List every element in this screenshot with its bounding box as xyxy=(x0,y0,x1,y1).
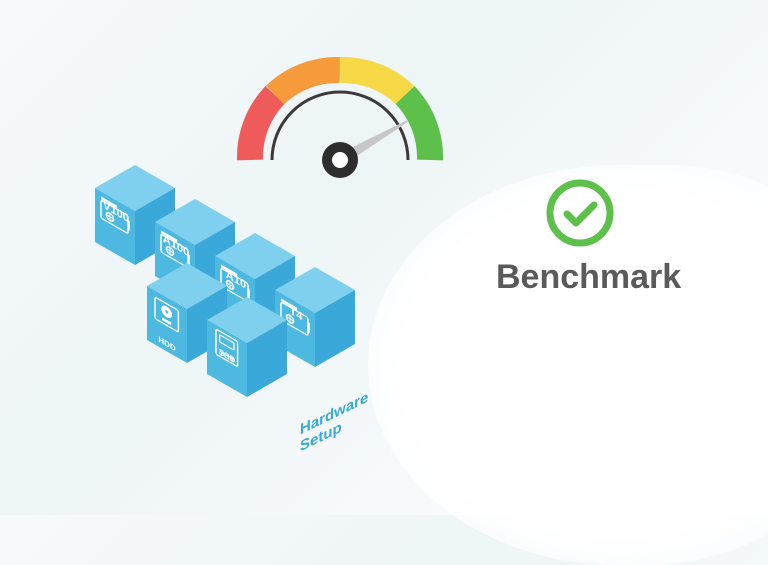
checkmark-badge xyxy=(545,178,615,248)
benchmark-title: Benchmark xyxy=(496,258,681,297)
